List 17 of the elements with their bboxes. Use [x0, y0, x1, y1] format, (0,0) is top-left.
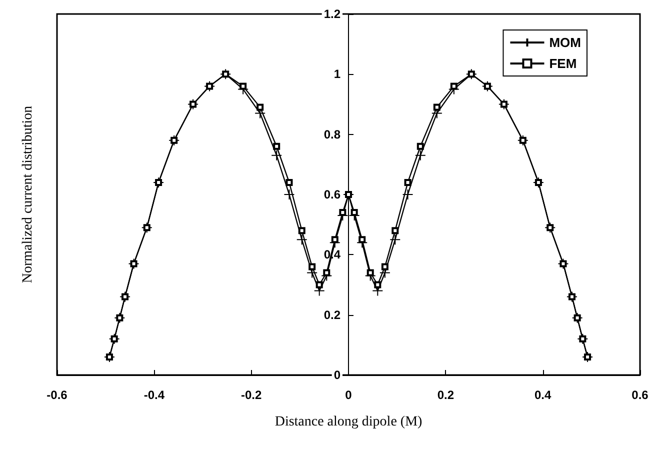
y-tick-label: 1 — [334, 67, 341, 82]
x-tick-label: 0.2 — [437, 388, 454, 402]
x-tick-label: -0.4 — [144, 388, 165, 402]
x-tick-label: -0.2 — [240, 388, 262, 402]
legend-label: MOM — [549, 35, 582, 50]
y-tick-label: 0 — [334, 368, 341, 382]
x-tick-label: 0.4 — [534, 388, 552, 402]
x-tick-label: -0.6 — [46, 388, 68, 402]
y-tick-label: 1.2 — [324, 7, 341, 21]
legend-label: FEM — [549, 56, 577, 71]
y-tick-label: 0.2 — [324, 308, 341, 322]
x-axis-title: Distance along dipole (M) — [274, 414, 423, 430]
y-tick-label: 0.6 — [324, 188, 341, 202]
x-tick-label: 0.6 — [632, 388, 649, 402]
x-tick-label: 0 — [345, 388, 352, 402]
y-axis-title: Normalized current distribution — [20, 106, 36, 284]
y-tick-label: 0.8 — [324, 127, 341, 142]
